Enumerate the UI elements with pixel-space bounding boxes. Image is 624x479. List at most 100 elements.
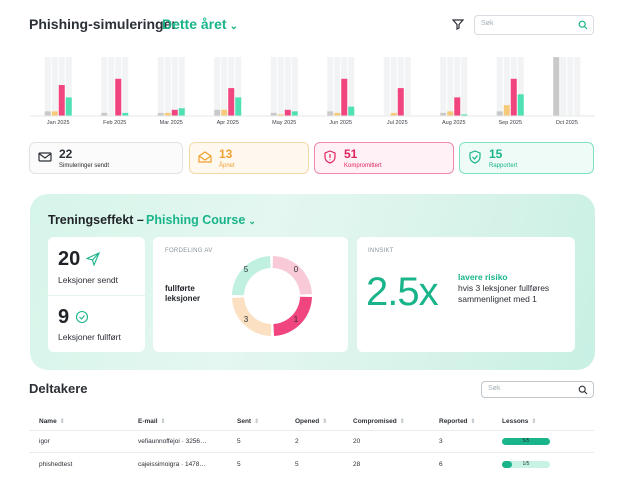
donut-segment[interactable] <box>273 296 312 336</box>
search-icon <box>578 20 588 30</box>
chart-bar[interactable] <box>171 109 178 116</box>
chart-bar[interactable] <box>115 78 122 116</box>
chart-bar[interactable] <box>334 112 341 116</box>
lessons-done-value: 9 <box>58 306 70 328</box>
cell-reported: 3 <box>439 438 443 445</box>
page-title: Phishing-simuleringer <box>29 16 177 32</box>
course-selector[interactable]: Phishing Course ⌄ <box>146 213 256 227</box>
chevron-down-icon: ⌄ <box>229 21 238 32</box>
insight-highlight: lavere risiko <box>458 272 508 282</box>
chart-bar[interactable] <box>270 112 277 116</box>
search-placeholder: Søk <box>481 20 494 27</box>
chart-bar[interactable] <box>58 85 65 116</box>
column-header-sent[interactable]: Sent ⇕ <box>237 418 260 425</box>
period-selector[interactable]: Dette året ⌄ <box>162 16 238 32</box>
check-circle-icon <box>75 310 89 324</box>
column-header-email[interactable]: E-mail ⇕ <box>138 418 166 425</box>
chart-bar[interactable] <box>51 111 58 116</box>
sort-icon: ⇕ <box>470 419 476 425</box>
chart-bar[interactable] <box>440 112 447 116</box>
chart-bar[interactable] <box>277 114 284 116</box>
sort-icon: ⇕ <box>322 419 328 425</box>
chart-bar-background <box>496 57 503 116</box>
filter-icon[interactable] <box>452 18 464 30</box>
chart-bar[interactable] <box>461 114 468 116</box>
cell-reported: 6 <box>439 461 443 468</box>
chart-bar-background <box>44 57 51 116</box>
chart-bar[interactable] <box>503 105 510 116</box>
chart-bar[interactable] <box>284 109 291 116</box>
donut-segment[interactable] <box>232 297 272 336</box>
chart-bar[interactable] <box>496 111 503 116</box>
chart-bar-background <box>334 57 341 116</box>
donut-segment[interactable] <box>272 256 312 295</box>
participants-search-input[interactable]: Søk <box>481 381 594 398</box>
chart-bar-background <box>214 57 221 116</box>
chart-bar[interactable] <box>348 106 355 116</box>
column-header-reported[interactable]: Reported ⇕ <box>439 418 476 425</box>
cell-sent: 5 <box>237 438 241 445</box>
lessons-progress: 5/5 <box>502 438 550 445</box>
lessons-progress: 1/5 <box>502 461 550 468</box>
chart-bar[interactable] <box>235 97 242 116</box>
column-header-name[interactable]: Name ⇕ <box>39 418 65 425</box>
chart-bar-background <box>284 57 291 116</box>
chart-bar-background <box>440 57 447 116</box>
chart-x-tick-label: Sep 2025 <box>498 120 522 126</box>
chart-bar[interactable] <box>510 78 517 116</box>
chart-bar-background <box>101 57 108 116</box>
distribution-label: fullførte leksjoner <box>165 284 201 303</box>
cell-name[interactable]: igor <box>39 438 50 445</box>
chart-bar[interactable] <box>221 109 228 116</box>
chart-bar[interactable] <box>397 88 404 116</box>
column-header-opened[interactable]: Opened ⇕ <box>295 418 328 425</box>
cell-compromised: 20 <box>353 438 361 445</box>
chart-bar[interactable] <box>327 111 334 116</box>
chart-bar[interactable] <box>291 111 298 116</box>
search-input[interactable]: Søk <box>474 15 594 35</box>
chart-bar[interactable] <box>164 112 171 116</box>
chart-bar-background <box>221 57 228 116</box>
stat-card-sent[interactable]: 22 Simuleringer sendt <box>29 142 183 174</box>
chart-bar[interactable] <box>390 112 397 116</box>
chart-bar[interactable] <box>228 88 235 116</box>
chart-bar-background <box>447 57 454 116</box>
stat-card-opened[interactable]: 13 Åpnet <box>189 142 309 174</box>
chart-bar[interactable] <box>341 78 348 116</box>
chart-bar-background <box>383 57 390 116</box>
chart-bar[interactable] <box>214 109 221 116</box>
donut-segment[interactable] <box>232 256 271 296</box>
chart-bar[interactable] <box>157 112 164 116</box>
chart-bar[interactable] <box>44 111 51 116</box>
mail-icon <box>38 152 52 162</box>
send-icon <box>86 252 100 266</box>
chart-bar[interactable] <box>178 108 185 116</box>
chart-x-tick-label: Jun 2025 <box>329 120 352 126</box>
cell-name[interactable]: phishedtest <box>39 461 73 468</box>
chart-x-tick-label: Apr 2025 <box>217 120 239 126</box>
chart-bar[interactable] <box>517 94 524 116</box>
chart-bar-background <box>390 57 397 116</box>
chart-bar[interactable] <box>454 97 461 116</box>
participants-title: Deltakere <box>29 381 88 396</box>
chart-bar[interactable] <box>447 111 454 116</box>
chart-x-tick-label: Aug 2025 <box>442 120 466 126</box>
chart-bar-background <box>178 57 185 116</box>
chart-bar-background <box>277 57 284 116</box>
chart-bar-background <box>228 57 235 116</box>
chart-bar[interactable] <box>65 97 72 116</box>
stat-card-compromised[interactable]: 51 Kompromittert <box>314 142 454 174</box>
lessons-progress-text: 5/5 <box>522 438 530 444</box>
stat-card-reported[interactable]: 15 Rapportert <box>459 142 594 174</box>
chart-bar[interactable] <box>101 112 108 116</box>
period-label: Dette året <box>162 16 227 32</box>
stat-value: 13 <box>219 147 233 161</box>
chart-bar[interactable] <box>122 112 129 116</box>
column-header-lessons[interactable]: Lessons ⇕ <box>502 418 537 425</box>
column-header-compromised[interactable]: Compromised ⇕ <box>353 418 405 425</box>
chart-x-tick-label: Oct 2025 <box>556 120 578 126</box>
chart-bar-background <box>560 57 567 116</box>
cell-email: vefiaunnoffejoi · 3256… <box>138 438 207 445</box>
chart-bar[interactable] <box>553 57 560 116</box>
lessons-progress-text: 1/5 <box>522 461 530 467</box>
